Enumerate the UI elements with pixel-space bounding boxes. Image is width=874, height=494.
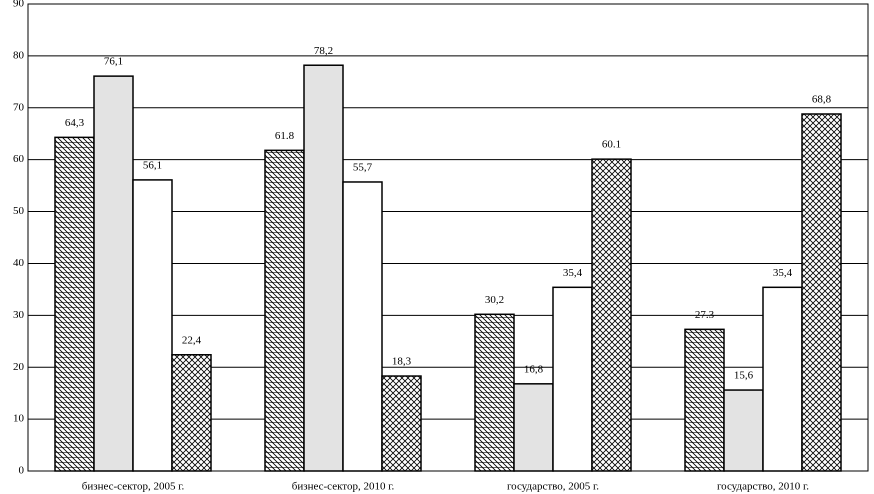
value-label: 76,1: [104, 56, 123, 68]
y-tick-label: 80: [13, 49, 25, 61]
bar: [342, 181, 383, 472]
x-tick-label: государство, 2005 г.: [507, 481, 599, 493]
value-label: 22,4: [182, 334, 202, 346]
bar: [591, 158, 632, 472]
x-tick-label: государство, 2010 г.: [717, 481, 809, 493]
bar: [723, 389, 764, 472]
y-tick-label: 50: [13, 205, 25, 217]
value-label: 55,7: [353, 162, 373, 174]
x-tick-label: бизнес-сектор, 2005 г.: [82, 481, 185, 493]
value-label: 68,8: [812, 94, 832, 106]
value-label: 64,3: [65, 117, 85, 129]
value-label: 18,3: [392, 356, 412, 368]
bar: [474, 313, 515, 472]
value-label: 61.8: [275, 130, 295, 142]
bar: [381, 375, 422, 472]
bar: [762, 286, 803, 472]
bar: [801, 113, 842, 472]
value-label: 35,4: [563, 267, 583, 279]
value-label: 30,2: [485, 294, 504, 306]
y-tick-label: 60: [13, 153, 25, 165]
y-tick-label: 30: [13, 309, 25, 321]
bar: [513, 383, 554, 472]
y-tick-label: 20: [13, 361, 25, 373]
bar: [684, 328, 725, 472]
value-label: 35,4: [773, 267, 793, 279]
bar: [93, 75, 134, 472]
bar: [54, 136, 95, 472]
value-label: 16,8: [524, 363, 544, 375]
bar: [171, 354, 212, 472]
y-tick-label: 40: [13, 257, 25, 269]
bar: [303, 64, 344, 472]
y-tick-label: 10: [13, 413, 25, 425]
y-tick-label: 70: [13, 101, 25, 113]
value-label: 60.1: [602, 139, 621, 151]
value-label: 15,6: [734, 370, 754, 382]
y-tick-label: 0: [19, 465, 25, 477]
bar: [264, 149, 305, 472]
value-label: 78,2: [314, 45, 333, 57]
y-tick-label: 90: [13, 0, 25, 10]
bar: [132, 179, 173, 472]
x-tick-label: бизнес-сектор, 2010 г.: [292, 481, 395, 493]
value-label: 27.3: [695, 309, 715, 321]
value-label: 56,1: [143, 159, 162, 171]
bar: [552, 286, 593, 472]
